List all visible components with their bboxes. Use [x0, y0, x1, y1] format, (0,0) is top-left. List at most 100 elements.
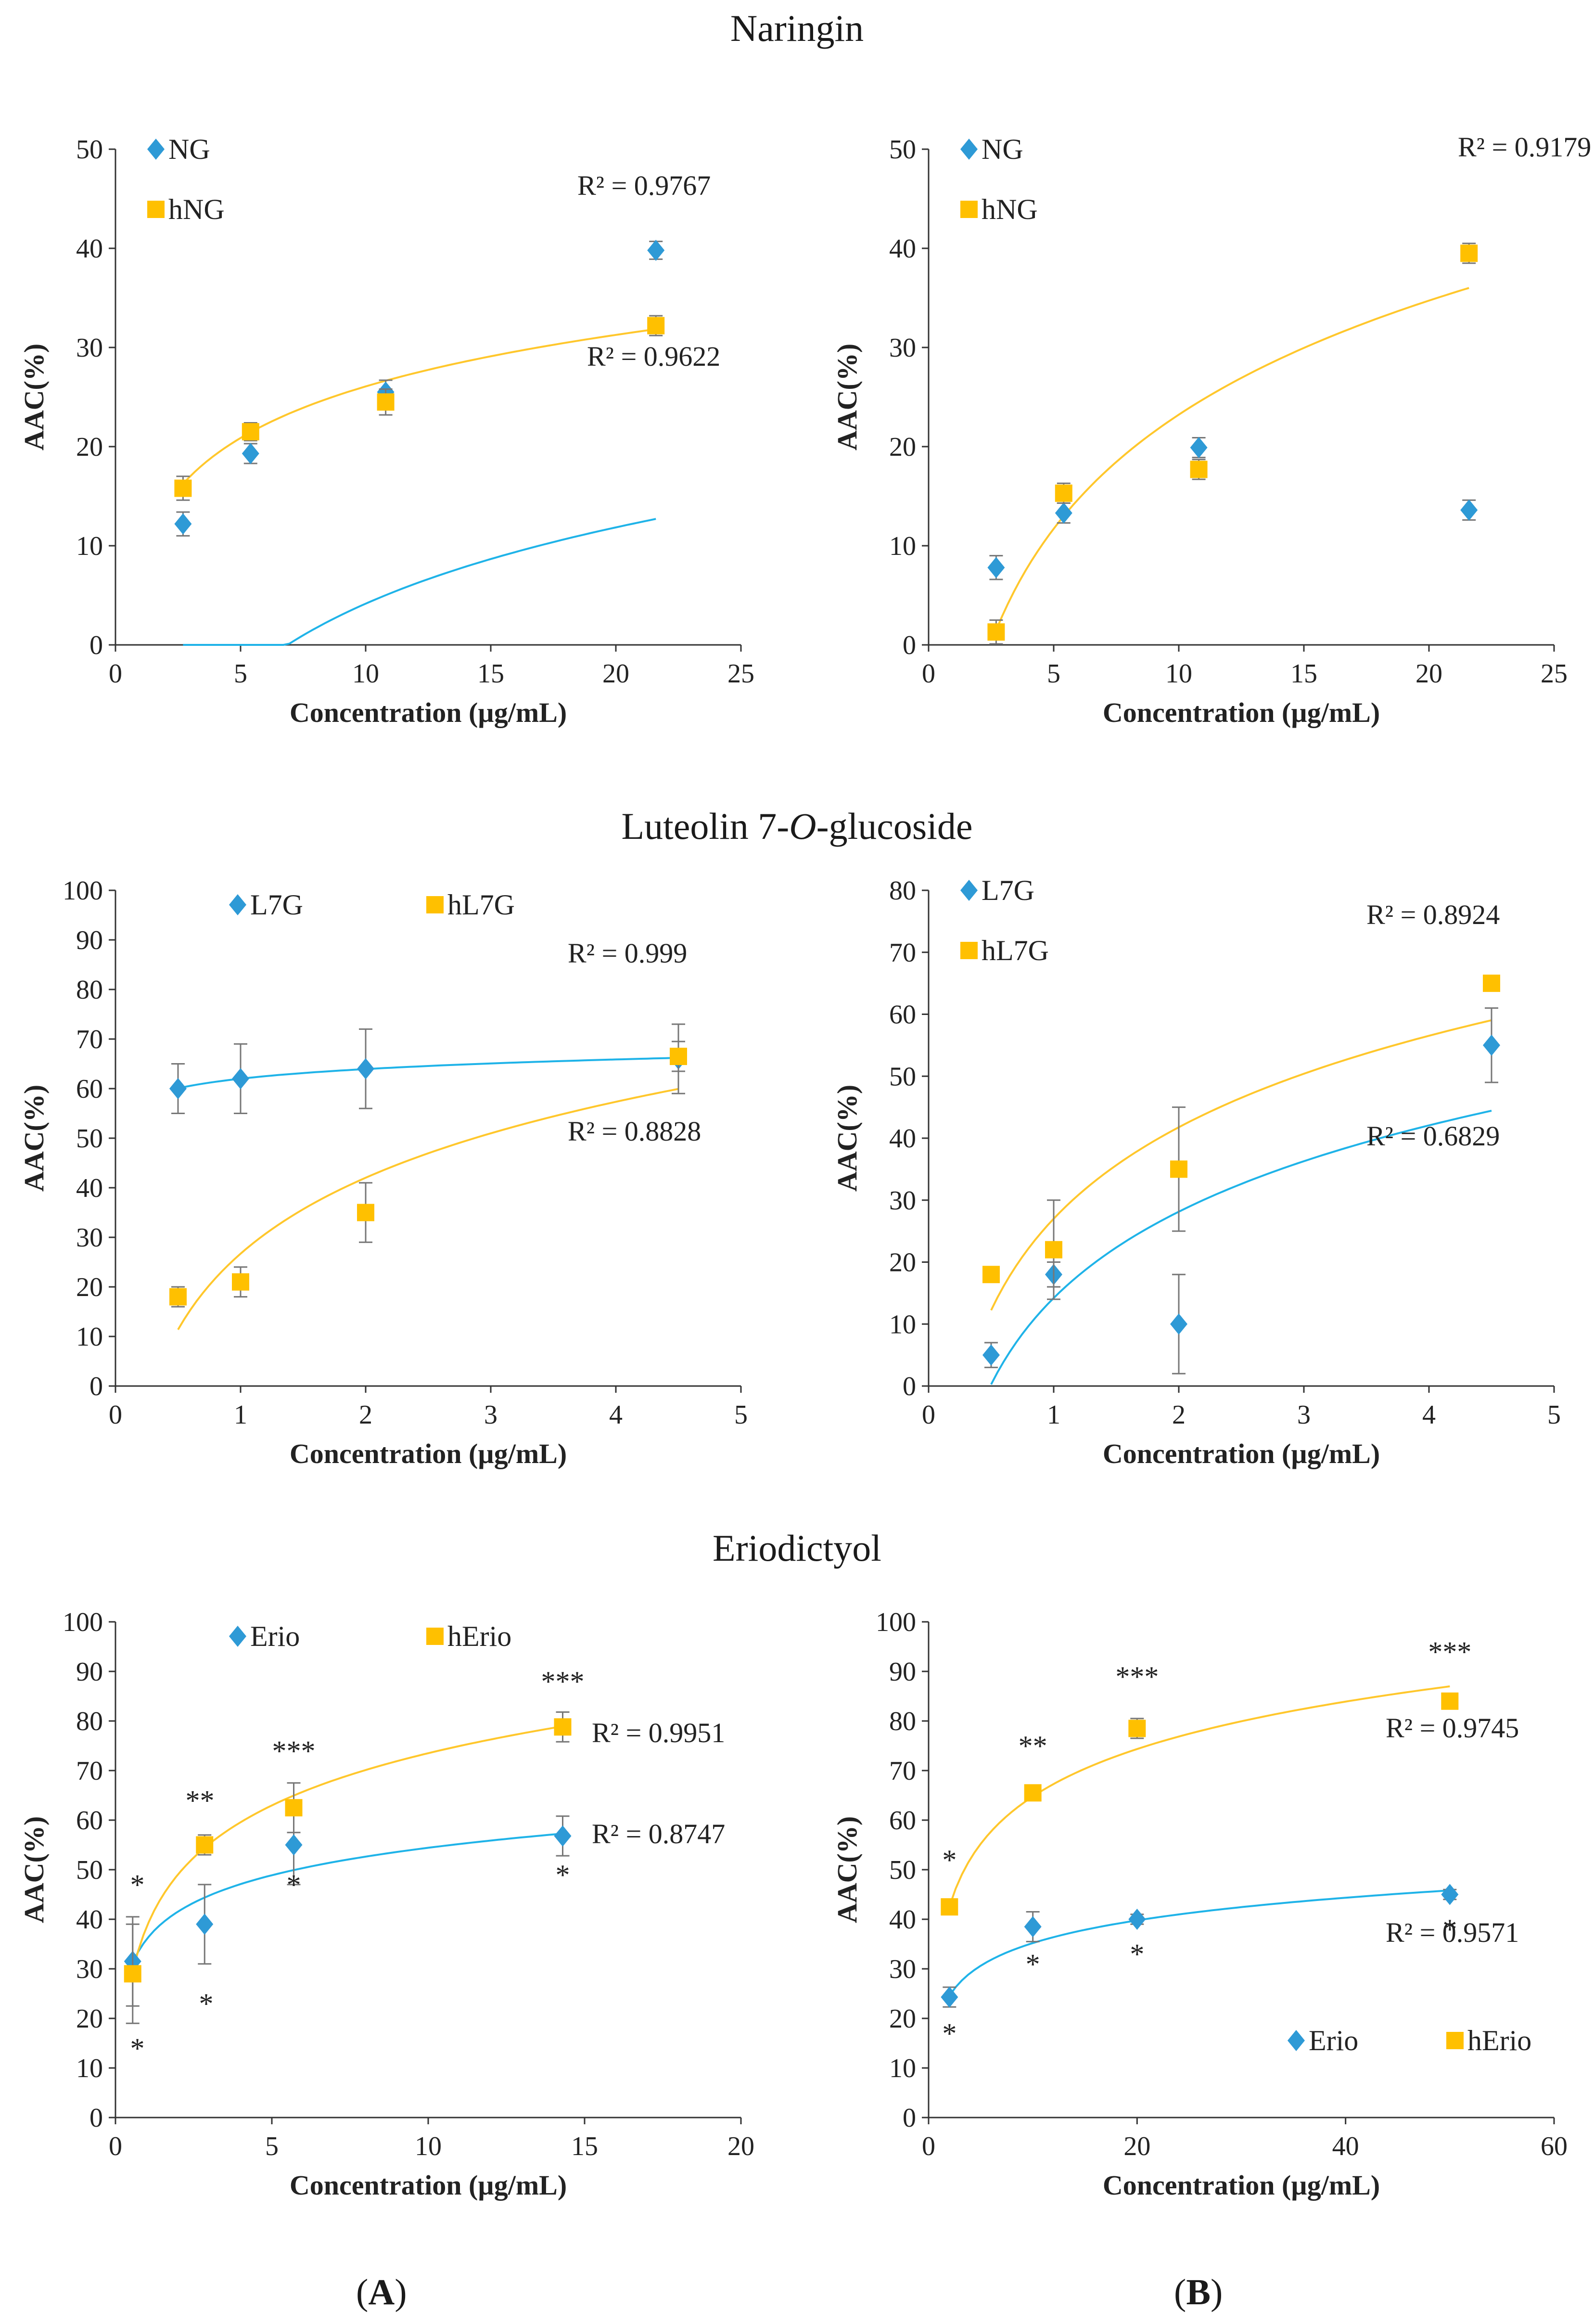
data-point-L7G — [1170, 1313, 1187, 1335]
chart-eriodictyol-b: 0 10 20 30 40 50 60 70 80 90 100 0 20 40 60 Concentrati… — [813, 1593, 1593, 2219]
square-marker — [1190, 461, 1208, 478]
x-tick-label: 1 — [1047, 1400, 1060, 1430]
diamond-marker — [987, 557, 1005, 578]
diamond-marker — [1170, 1313, 1187, 1335]
y-tick-label: 20 — [889, 432, 916, 462]
legend-item-hErio: hErio — [1446, 2025, 1531, 2056]
square-marker — [357, 1204, 374, 1221]
trend-line-hL7G — [990, 1019, 1492, 1311]
significance-marker: * — [199, 1988, 214, 2020]
y-tick-label: 100 — [63, 876, 103, 906]
y-tick-label: 50 — [76, 1124, 103, 1154]
significance-marker: * — [556, 1859, 570, 1891]
square-marker — [426, 1628, 444, 1645]
data-point-hNG — [1190, 461, 1208, 478]
x-tick-label: 20 — [602, 659, 629, 689]
diamond-marker — [229, 894, 246, 915]
square-marker — [377, 393, 395, 411]
y-axis-label: AAC(%) — [18, 1085, 50, 1192]
x-tick-label: 0 — [922, 1400, 935, 1430]
data-point-hL7G — [982, 1266, 1000, 1284]
x-tick-label: 10 — [352, 659, 379, 689]
y-tick-label: 90 — [889, 1657, 916, 1687]
x-tick-label: 40 — [1332, 2131, 1359, 2161]
chart-svg: 0 10 20 30 40 50 60 70 80 0 1 2 3 4 5 Concentration (µg… — [831, 874, 1561, 1469]
legend-label: hNG — [982, 193, 1038, 225]
panel-letter-b-text: B — [1186, 2272, 1211, 2312]
legend-label: hErio — [447, 1620, 511, 1652]
x-tick-label: 20 — [727, 2131, 754, 2161]
x-tick-label: 1 — [234, 1400, 247, 1430]
data-point-hL7G — [1483, 975, 1500, 992]
r-squared-label: R² = 0.6829 — [1366, 1120, 1500, 1152]
r-squared-label: R² = 0.8747 — [592, 1818, 725, 1849]
diamond-marker — [242, 443, 259, 464]
square-marker — [1446, 2032, 1464, 2049]
y-tick-label: 50 — [76, 135, 103, 165]
data-point-hL7G — [670, 1048, 687, 1066]
x-tick-label: 15 — [1290, 659, 1317, 689]
y-tick-label: 0 — [903, 2103, 916, 2133]
y-tick-label: 10 — [889, 1310, 916, 1339]
section-title-part: Luteolin 7- — [621, 805, 790, 847]
x-tick-label: 2 — [359, 1400, 372, 1430]
r-squared-label: R² = 0.8924 — [1366, 899, 1500, 930]
diamond-marker — [982, 1344, 1000, 1366]
y-axis-label: AAC(%) — [831, 1085, 863, 1192]
section-title-part-italic: O — [789, 805, 816, 847]
y-tick-label: 10 — [76, 1322, 103, 1352]
legend-item-hErio: hErio — [426, 1620, 511, 1652]
data-point-hErio — [1128, 1720, 1146, 1737]
data-point-hErio — [196, 1836, 214, 1854]
y-tick-label: 30 — [76, 1954, 103, 1984]
y-tick-label: 50 — [76, 1855, 103, 1885]
legend-label: hErio — [1467, 2025, 1531, 2056]
legend-item-Erio: Erio — [229, 1620, 300, 1652]
significance-marker: *** — [272, 1735, 316, 1767]
legend-label: hL7G — [982, 935, 1049, 966]
legend-label: L7G — [982, 874, 1034, 906]
y-tick-label: 20 — [76, 2004, 103, 2034]
data-point-Erio — [941, 1986, 958, 2008]
significance-marker: ** — [1019, 1730, 1047, 1762]
y-tick-label: 40 — [76, 234, 103, 264]
x-axis-label: Concentration (µg/mL) — [1103, 1438, 1380, 1469]
x-axis-label: Concentration (µg/mL) — [1103, 697, 1380, 728]
data-point-hErio — [285, 1799, 303, 1817]
square-marker — [554, 1718, 572, 1736]
y-tick-label: 70 — [76, 1025, 103, 1054]
square-marker — [285, 1799, 303, 1817]
x-tick-label: 20 — [1123, 2131, 1150, 2161]
y-tick-label: 70 — [76, 1756, 103, 1786]
significance-marker: * — [942, 1844, 956, 1876]
legend-label: NG — [168, 133, 210, 165]
diamond-marker — [1024, 1916, 1042, 1938]
data-point-NG — [647, 240, 665, 261]
section-title-part: -glucoside — [816, 805, 973, 847]
square-marker — [147, 201, 165, 218]
y-tick-label: 10 — [889, 531, 916, 561]
legend-item-L7G: L7G — [960, 874, 1034, 906]
y-tick-label: 10 — [889, 2054, 916, 2083]
diamond-marker — [1441, 1884, 1459, 1905]
data-point-Erio — [1128, 1909, 1146, 1930]
trend-line-L7G — [990, 1109, 1492, 1385]
square-marker — [242, 423, 259, 441]
legend-item-L7G: L7G — [229, 889, 303, 921]
data-point-hErio — [1024, 1784, 1042, 1802]
y-tick-label: 30 — [889, 1954, 916, 1984]
data-point-L7G — [232, 1068, 249, 1090]
chart-naringin-b: 0 10 20 30 40 50 0 5 10 15 20 25 Concentration (µg/m… — [813, 120, 1593, 746]
square-marker — [1441, 1692, 1459, 1710]
legend-item-NG: NG — [147, 133, 210, 165]
x-axis-label: Concentration (µg/mL) — [290, 1438, 567, 1469]
square-marker — [196, 1836, 214, 1854]
square-marker — [1460, 244, 1478, 262]
x-tick-label: 2 — [1172, 1400, 1186, 1430]
legend-item-hL7G: hL7G — [960, 935, 1049, 966]
y-tick-label: 0 — [89, 1372, 103, 1401]
diamond-marker — [1460, 499, 1478, 521]
data-point-hNG — [1460, 244, 1478, 262]
x-tick-label: 0 — [109, 659, 122, 689]
y-tick-label: 100 — [63, 1607, 103, 1637]
